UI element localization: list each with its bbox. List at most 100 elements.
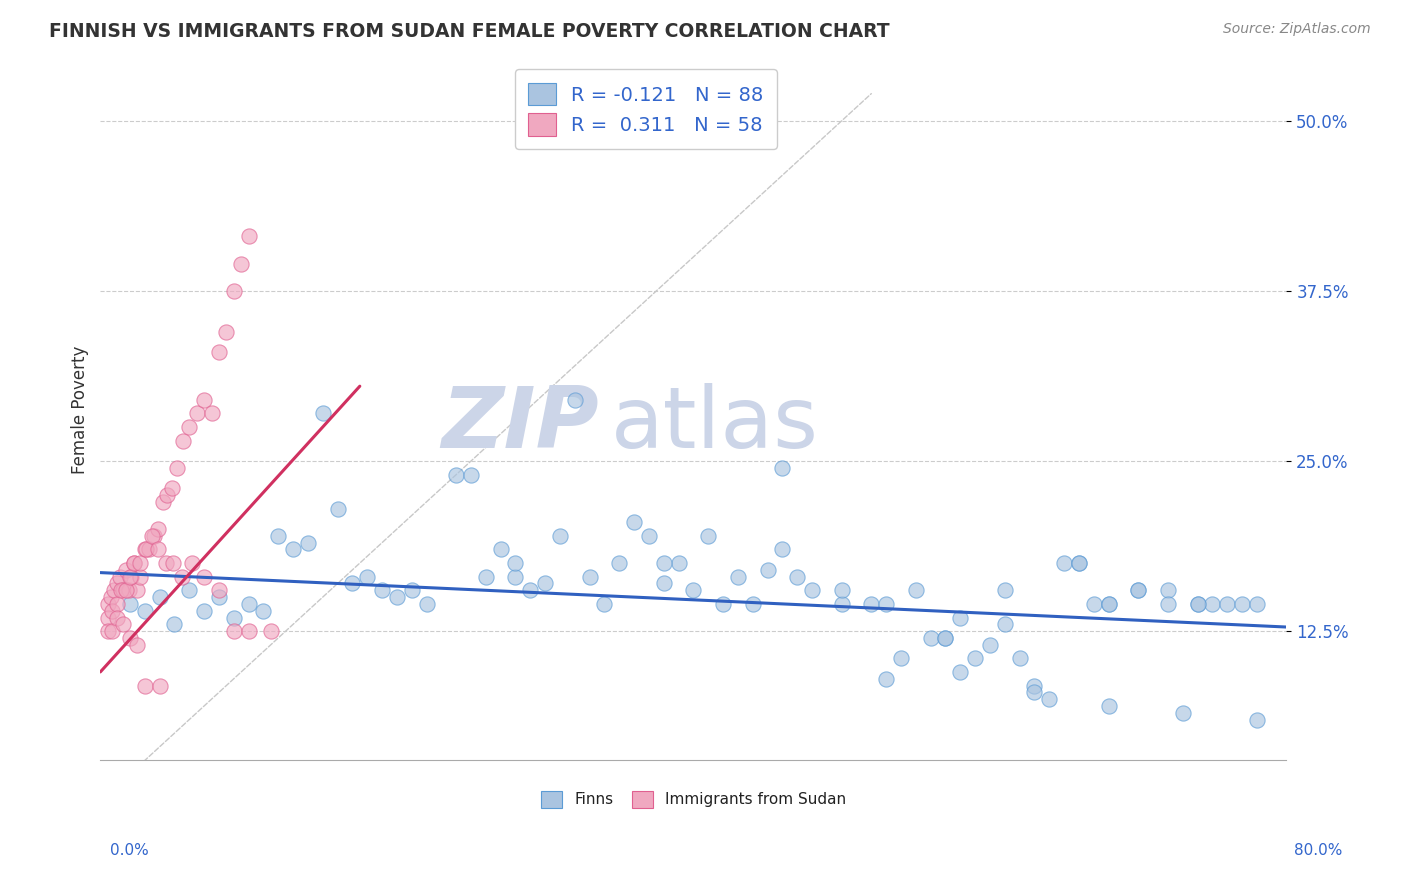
- Point: [222, 610, 245, 624]
- Point: [638, 529, 661, 543]
- Point: [118, 597, 141, 611]
- Point: [401, 583, 423, 598]
- Point: [934, 631, 956, 645]
- Point: [934, 631, 956, 645]
- Point: [149, 679, 172, 693]
- Point: [101, 624, 124, 639]
- Point: [607, 556, 630, 570]
- Point: [193, 604, 215, 618]
- Point: [97, 610, 120, 624]
- Point: [114, 563, 136, 577]
- Point: [124, 556, 146, 570]
- Point: [105, 610, 128, 624]
- Point: [215, 325, 238, 339]
- Point: [342, 576, 364, 591]
- Point: [129, 570, 152, 584]
- Point: [890, 651, 912, 665]
- Point: [415, 597, 437, 611]
- Point: [179, 420, 201, 434]
- Point: [238, 624, 260, 639]
- Point: [979, 638, 1001, 652]
- Point: [1083, 597, 1105, 611]
- Point: [860, 597, 883, 611]
- Point: [312, 406, 335, 420]
- Point: [127, 638, 149, 652]
- Point: [697, 529, 720, 543]
- Point: [1128, 583, 1150, 598]
- Point: [801, 583, 824, 598]
- Point: [1008, 651, 1031, 665]
- Point: [121, 570, 143, 584]
- Point: [904, 583, 927, 598]
- Point: [117, 583, 139, 598]
- Point: [1187, 597, 1209, 611]
- Point: [160, 481, 183, 495]
- Point: [564, 392, 586, 407]
- Point: [97, 597, 120, 611]
- Point: [770, 460, 793, 475]
- Point: [111, 617, 134, 632]
- Point: [97, 624, 120, 639]
- Point: [172, 434, 194, 448]
- Text: atlas: atlas: [610, 383, 818, 466]
- Point: [1187, 597, 1209, 611]
- Point: [623, 515, 645, 529]
- Point: [114, 583, 136, 598]
- Point: [578, 570, 600, 584]
- Point: [118, 570, 141, 584]
- Point: [1024, 679, 1046, 693]
- Point: [831, 597, 853, 611]
- Point: [505, 570, 527, 584]
- Point: [356, 570, 378, 584]
- Point: [134, 542, 156, 557]
- Point: [105, 576, 128, 591]
- Point: [103, 583, 125, 598]
- Point: [100, 590, 122, 604]
- Point: [162, 556, 184, 570]
- Legend: Finns, Immigrants from Sudan: Finns, Immigrants from Sudan: [533, 783, 853, 816]
- Point: [741, 597, 763, 611]
- Point: [142, 529, 165, 543]
- Point: [326, 501, 349, 516]
- Point: [786, 570, 808, 584]
- Point: [193, 392, 215, 407]
- Point: [756, 563, 779, 577]
- Point: [371, 583, 394, 598]
- Point: [682, 583, 704, 598]
- Text: 80.0%: 80.0%: [1295, 843, 1343, 858]
- Point: [141, 529, 163, 543]
- Point: [186, 406, 208, 420]
- Point: [208, 590, 231, 604]
- Text: Source: ZipAtlas.com: Source: ZipAtlas.com: [1223, 22, 1371, 37]
- Point: [118, 631, 141, 645]
- Point: [231, 257, 253, 271]
- Point: [297, 535, 319, 549]
- Point: [238, 597, 260, 611]
- Point: [548, 529, 571, 543]
- Point: [920, 631, 942, 645]
- Point: [875, 672, 897, 686]
- Text: FINNISH VS IMMIGRANTS FROM SUDAN FEMALE POVERTY CORRELATION CHART: FINNISH VS IMMIGRANTS FROM SUDAN FEMALE …: [49, 22, 890, 41]
- Point: [727, 570, 749, 584]
- Point: [489, 542, 512, 557]
- Point: [281, 542, 304, 557]
- Point: [652, 556, 675, 570]
- Point: [1038, 692, 1060, 706]
- Point: [534, 576, 557, 591]
- Point: [238, 229, 260, 244]
- Text: ZIP: ZIP: [441, 383, 599, 466]
- Point: [1053, 556, 1076, 570]
- Point: [1097, 698, 1119, 713]
- Point: [208, 583, 231, 598]
- Point: [831, 583, 853, 598]
- Point: [1067, 556, 1090, 570]
- Point: [146, 542, 169, 557]
- Point: [181, 556, 204, 570]
- Point: [260, 624, 283, 639]
- Point: [200, 406, 222, 420]
- Point: [1216, 597, 1239, 611]
- Point: [460, 467, 482, 482]
- Point: [1128, 583, 1150, 598]
- Point: [163, 617, 186, 632]
- Point: [949, 610, 972, 624]
